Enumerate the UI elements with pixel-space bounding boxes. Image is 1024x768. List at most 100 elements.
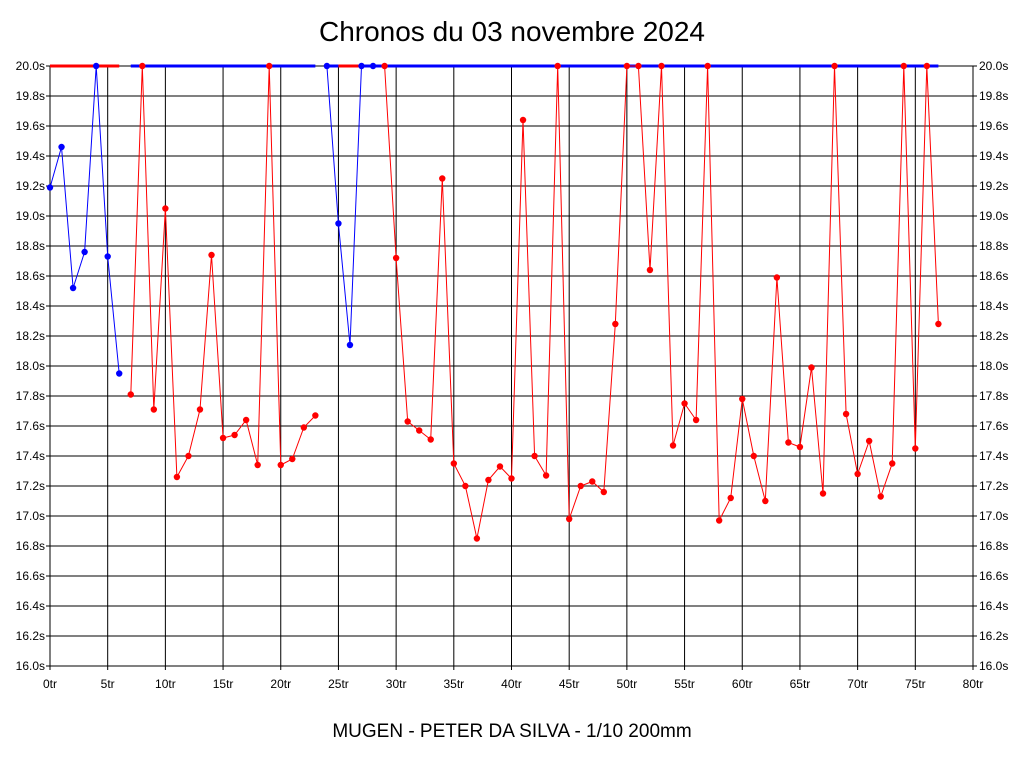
- data-point: [231, 431, 238, 439]
- data-point: [485, 476, 492, 484]
- data-point: [346, 341, 354, 349]
- y-tick-label-left: 17.8s: [16, 389, 45, 403]
- y-tick-label-left: 17.6s: [16, 419, 45, 433]
- data-point: [658, 62, 665, 70]
- x-tick-label: 60tr: [732, 677, 753, 691]
- data-point: [692, 416, 700, 424]
- y-tick-label-right: 19.0s: [979, 209, 1008, 223]
- y-tick-label-right: 19.4s: [979, 149, 1008, 163]
- y-tick-label-right: 20.0s: [979, 59, 1008, 73]
- y-tick-label-left: 16.8s: [16, 539, 45, 553]
- series-line: [326, 65, 373, 346]
- data-point: [785, 439, 792, 446]
- y-tick-label-left: 18.6s: [16, 269, 45, 283]
- y-tick-label-left: 17.4s: [16, 449, 45, 463]
- data-point: [542, 472, 550, 479]
- x-tick-label: 15tr: [213, 677, 234, 691]
- data-point: [819, 490, 827, 497]
- y-tick-label-left: 17.0s: [16, 509, 45, 523]
- x-tick-label: 10tr: [155, 677, 176, 691]
- x-tick-label: 5tr: [101, 677, 115, 691]
- y-tick-label-left: 19.0s: [16, 209, 45, 223]
- data-point: [69, 284, 77, 292]
- data-point: [173, 473, 181, 481]
- data-point: [323, 62, 331, 70]
- data-point: [162, 205, 169, 212]
- data-point: [266, 62, 273, 70]
- y-tick-label-left: 19.4s: [16, 149, 45, 163]
- data-point: [208, 251, 215, 259]
- data-point: [600, 488, 607, 496]
- y-tick-label-right: 16.6s: [979, 569, 1008, 583]
- data-point: [185, 452, 192, 460]
- y-tick-label-left: 18.2s: [16, 329, 45, 343]
- y-axis-left: 16.0s 16.2s 16.4s 16.6s 16.8s 17.0s 17.2s 17.4s…: [16, 59, 45, 673]
- data-point: [508, 475, 515, 482]
- y-tick-label-right: 19.2s: [979, 179, 1008, 193]
- data-point: [416, 427, 423, 434]
- y-axis-right: 16.0s 16.2s 16.4s 16.6s 16.8s 17.0s 17.2s 17.4s…: [979, 59, 1008, 673]
- data-point: [439, 175, 446, 182]
- data-point: [704, 62, 711, 70]
- y-tick-label-left: 19.2s: [16, 179, 45, 193]
- chart-footer: MUGEN - PETER DA SILVA - 1/10 200mm: [332, 721, 692, 742]
- x-tick-label: 50tr: [617, 677, 638, 691]
- data-point: [623, 62, 631, 70]
- data-point: [369, 62, 377, 70]
- data-point: [127, 391, 134, 398]
- data-point: [577, 482, 584, 490]
- data-point: [935, 320, 942, 328]
- data-point: [739, 395, 746, 403]
- data-point: [392, 254, 400, 262]
- data-point: [773, 274, 781, 281]
- data-point: [219, 434, 227, 442]
- data-point: [635, 62, 642, 70]
- data-point: [554, 62, 561, 70]
- y-tick-label-right: 16.2s: [979, 629, 1008, 643]
- data-point: [289, 455, 296, 463]
- x-tick-label: 0tr: [43, 677, 57, 691]
- series-line: [49, 65, 120, 374]
- data-point: [565, 515, 573, 523]
- data-point: [831, 62, 838, 70]
- data-point: [254, 461, 261, 469]
- x-tick-label: 35tr: [443, 677, 464, 691]
- y-tick-label-right: 19.8s: [979, 89, 1008, 103]
- data-point: [889, 460, 896, 467]
- data-point: [81, 248, 88, 256]
- data-point: [462, 482, 469, 490]
- chart-title: Chronos du 03 novembre 2024: [318, 16, 706, 47]
- y-tick-label-right: 19.6s: [979, 119, 1008, 133]
- data-point: [519, 116, 527, 124]
- y-tick-label-left: 19.8s: [16, 89, 45, 103]
- data-point: [727, 494, 734, 502]
- data-point: [531, 452, 538, 460]
- data-point: [842, 410, 850, 418]
- x-tick-label: 75tr: [905, 677, 926, 691]
- x-axis: 0tr 5tr 10tr 15tr 20tr 25tr 30tr 35tr 40tr 45tr 50…: [43, 677, 983, 691]
- x-tick-label: 20tr: [270, 677, 291, 691]
- y-tick-label-right: 16.4s: [979, 599, 1008, 613]
- data-point: [669, 442, 677, 449]
- data-point: [277, 461, 284, 469]
- y-tick-label-right: 17.4s: [979, 449, 1008, 463]
- data-point: [450, 460, 458, 467]
- data-point: [750, 452, 757, 460]
- data-point: [473, 535, 481, 542]
- data-point: [900, 62, 907, 70]
- x-tick-label: 25tr: [328, 677, 349, 691]
- y-tick-label-left: 18.4s: [16, 299, 45, 313]
- data-point: [681, 400, 688, 407]
- series-layer: [46, 62, 942, 542]
- data-point: [796, 443, 804, 451]
- data-point: [92, 62, 100, 70]
- y-tick-label-right: 18.8s: [979, 239, 1008, 253]
- data-point: [923, 62, 931, 70]
- data-point: [808, 364, 815, 371]
- y-tick-label-left: 18.0s: [16, 359, 45, 373]
- data-point: [381, 62, 388, 70]
- x-tick-label: 30tr: [386, 677, 407, 691]
- data-point: [335, 220, 342, 227]
- x-tick-label: 80tr: [963, 677, 984, 691]
